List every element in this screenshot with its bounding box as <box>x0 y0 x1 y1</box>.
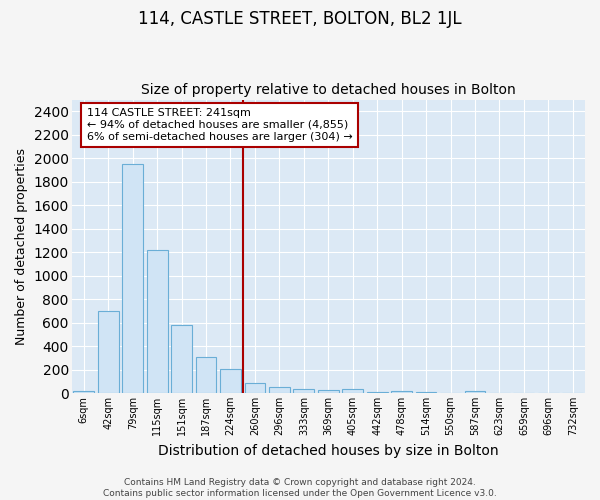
Text: Contains HM Land Registry data © Crown copyright and database right 2024.
Contai: Contains HM Land Registry data © Crown c… <box>103 478 497 498</box>
Bar <box>464 392 485 393</box>
Bar <box>416 392 436 393</box>
Bar <box>220 369 241 393</box>
Bar <box>98 311 119 393</box>
Title: Size of property relative to detached houses in Bolton: Size of property relative to detached ho… <box>141 83 515 97</box>
Text: 114 CASTLE STREET: 241sqm
← 94% of detached houses are smaller (4,855)
6% of sem: 114 CASTLE STREET: 241sqm ← 94% of detac… <box>87 108 353 142</box>
Bar <box>293 389 314 393</box>
Bar <box>391 392 412 393</box>
Text: 114, CASTLE STREET, BOLTON, BL2 1JL: 114, CASTLE STREET, BOLTON, BL2 1JL <box>138 10 462 28</box>
Bar <box>73 392 94 393</box>
Bar <box>196 357 217 393</box>
Bar <box>122 164 143 393</box>
Bar <box>318 390 338 393</box>
Bar <box>343 390 363 393</box>
Y-axis label: Number of detached properties: Number of detached properties <box>15 148 28 345</box>
Bar <box>147 250 167 393</box>
X-axis label: Distribution of detached houses by size in Bolton: Distribution of detached houses by size … <box>158 444 499 458</box>
Bar <box>245 383 265 393</box>
Bar <box>269 387 290 393</box>
Bar <box>171 325 192 393</box>
Bar <box>367 392 388 393</box>
